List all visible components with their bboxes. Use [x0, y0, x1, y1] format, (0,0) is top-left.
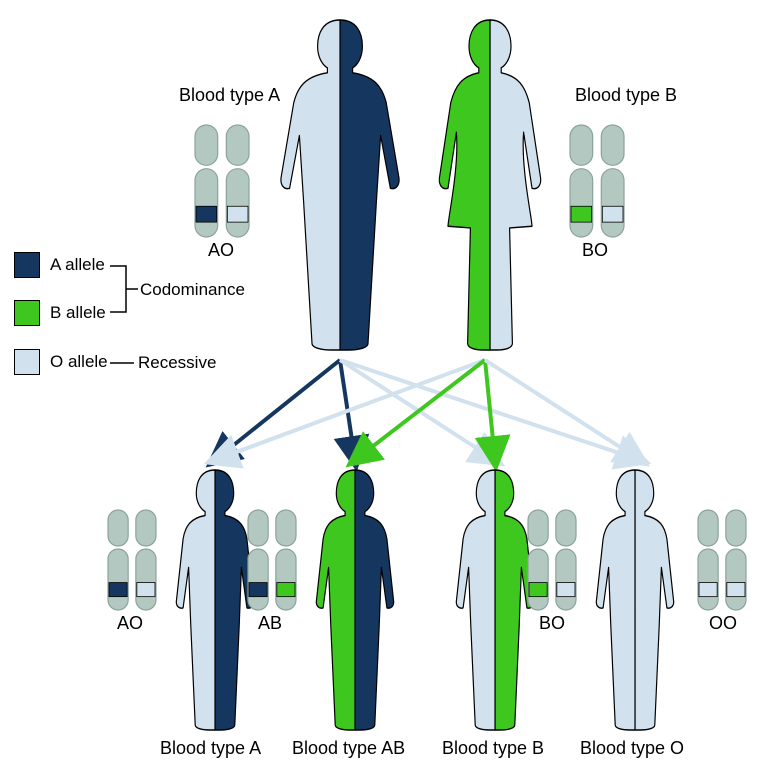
arrow-B — [355, 360, 485, 460]
arrow-O — [215, 360, 485, 460]
child-3-chromosomes — [698, 510, 746, 610]
mother-figure — [439, 20, 540, 350]
child-0-chromosomes — [108, 510, 156, 610]
child-0-figure — [176, 470, 253, 730]
svg-layer — [0, 0, 771, 768]
arrow-O — [485, 360, 640, 460]
arrow-A — [215, 360, 340, 460]
diagram-canvas: A allele B allele O allele Codominance R… — [0, 0, 771, 768]
mother-chromosomes — [570, 125, 624, 237]
child-2-chromosomes — [528, 510, 576, 610]
child-1-chromosomes — [248, 510, 296, 610]
child-1-figure — [316, 470, 393, 730]
child-2-figure — [456, 470, 533, 730]
child-3-figure — [596, 470, 673, 730]
father-figure — [281, 20, 399, 350]
father-chromosomes — [195, 125, 249, 237]
